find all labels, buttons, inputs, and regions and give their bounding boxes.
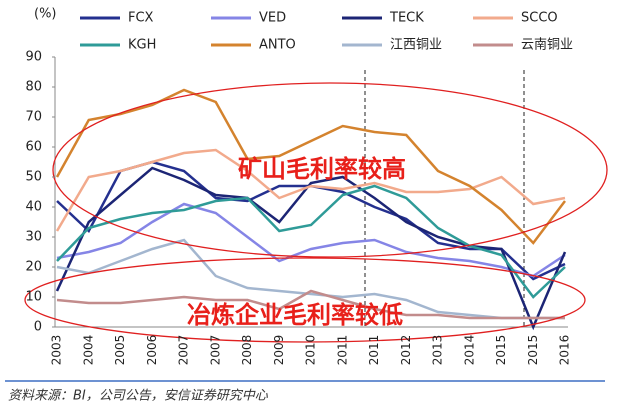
y-tick-label: 10 <box>25 290 42 305</box>
legend-label: 江西铜业 <box>390 38 442 53</box>
legend-label: TECK <box>389 11 424 26</box>
y-tick-label: 50 <box>25 170 42 185</box>
legend-label: VED <box>259 11 286 26</box>
x-tick-label: 2016 <box>558 335 572 366</box>
x-tick-label: 2013 <box>431 335 445 366</box>
x-tick-label: 2006 <box>145 335 159 366</box>
x-tick-label: 2007 <box>177 335 191 366</box>
x-tick-label: 2009 <box>272 335 286 366</box>
series-line <box>56 202 566 278</box>
x-tick-label: 2003 <box>50 335 64 366</box>
highlight-ellipse <box>52 82 608 258</box>
y-tick-label: 30 <box>25 230 42 245</box>
y-tick-label: 20 <box>25 260 42 275</box>
y-axis-label: (%) <box>34 7 57 22</box>
y-tick-label: 40 <box>25 200 42 215</box>
y-tick-label: 90 <box>25 50 42 65</box>
y-tick-label: 60 <box>25 140 42 155</box>
series-line <box>55 166 567 331</box>
series-line <box>55 148 566 232</box>
legend-label: FCX <box>128 11 154 26</box>
x-tick-label: 2004 <box>81 335 95 366</box>
y-tick-label: 70 <box>25 110 42 125</box>
x-tick-label: 2015 <box>494 335 508 366</box>
annotation: 冶炼企业毛利率较低 <box>187 301 403 329</box>
x-tick-label: 2011 <box>335 335 349 366</box>
y-tick-label: 0 <box>34 320 42 335</box>
series-line <box>56 289 565 320</box>
x-tick-label: 2005 <box>113 335 127 366</box>
x-tick-label: 2011 <box>367 335 381 366</box>
x-tick-label: 2007 <box>208 335 222 366</box>
source: 资料来源：BI，公司公告，安信证券研究中心 <box>8 388 269 404</box>
x-tick-label: 2014 <box>462 335 476 366</box>
series-line <box>56 238 565 320</box>
series-line <box>56 184 566 299</box>
x-tick-label: 2008 <box>240 335 254 366</box>
legend-label: SCCO <box>521 11 558 26</box>
legend-label: KGH <box>128 38 156 53</box>
highlight-ellipse <box>24 257 586 343</box>
series-line <box>55 88 566 245</box>
legend-label: ANTO <box>259 38 296 53</box>
annotation: 矿山毛利率较高 <box>238 155 406 183</box>
legend-label: 云南铜业 <box>521 37 573 53</box>
x-tick-label: 2015 <box>526 335 540 366</box>
x-tick-label: 2012 <box>399 335 413 366</box>
y-tick-label: 80 <box>25 80 42 95</box>
x-tick-label: 2010 <box>304 335 318 366</box>
